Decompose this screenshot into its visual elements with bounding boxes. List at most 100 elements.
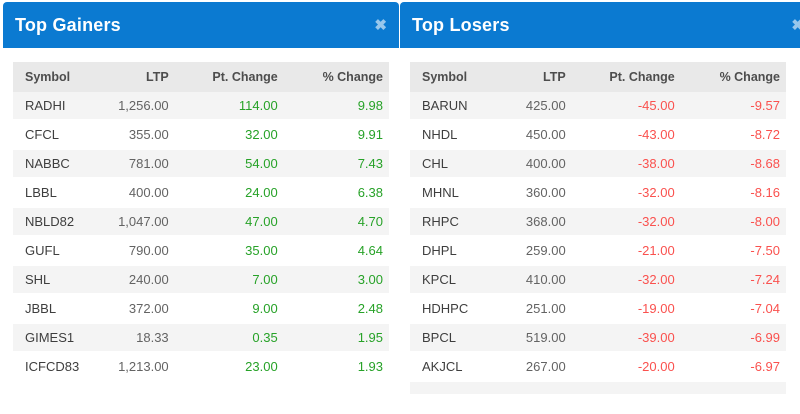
column-header-pt-change: Pt. Change [571, 62, 681, 92]
ltp-cell: 240.00 [103, 266, 175, 295]
pct-change-cell: -8.68 [680, 150, 786, 179]
symbol-cell: BPCL [410, 324, 501, 353]
pt-change-cell: -38.00 [571, 150, 681, 179]
pt-change-cell: -32.00 [571, 208, 681, 237]
table-row: JBBL 372.00 9.00 2.48 [13, 295, 389, 324]
pct-change-cell: 7.43 [283, 150, 389, 179]
table-row: SHL 240.00 7.00 3.00 [13, 266, 389, 295]
top-gainers-panel: Top Gainers ✖ Symbol LTP Pt. Change % Ch… [3, 2, 399, 382]
table-row: RADHI 1,256.00 114.00 9.98 [13, 92, 389, 121]
symbol-cell: CFCL [13, 121, 104, 150]
pct-change-cell: -7.24 [680, 266, 786, 295]
column-header-symbol: Symbol [410, 62, 501, 92]
symbol-cell: BARUN [410, 92, 501, 121]
table-row: MHNL 360.00 -32.00 -8.16 [410, 179, 786, 208]
pct-change-cell: -6.99 [680, 324, 786, 353]
pct-change-cell: 9.98 [283, 92, 389, 121]
table-row: CFCL 355.00 32.00 9.91 [13, 121, 389, 150]
ltp-cell: 1,256.00 [103, 92, 175, 121]
top-losers-panel: Top Losers ✖ Symbol LTP Pt. Change % Cha… [400, 2, 800, 394]
pt-change-cell: -32.00 [571, 179, 681, 208]
table-row: DHPL 259.00 -21.00 -7.50 [410, 237, 786, 266]
table-row: LBBL 400.00 24.00 6.38 [13, 179, 389, 208]
close-button[interactable]: ✖ [791, 18, 800, 33]
table-row: GIMES1 18.33 0.35 1.95 [13, 324, 389, 353]
ltp-cell: 790.00 [103, 237, 175, 266]
pt-change-cell: -43.00 [571, 121, 681, 150]
ltp-cell: 372.00 [103, 295, 175, 324]
pct-change-cell: 4.64 [283, 237, 389, 266]
ltp-cell: 355.00 [103, 121, 175, 150]
pct-change-cell: 1.95 [283, 324, 389, 353]
symbol-cell: AKJCL [410, 353, 501, 382]
pt-change-cell: 114.00 [174, 92, 284, 121]
table-row: CHL 400.00 -38.00 -8.68 [410, 150, 786, 179]
table-row: NBLD82 1,047.00 47.00 4.70 [13, 208, 389, 237]
ltp-cell: 400.00 [103, 179, 175, 208]
symbol-cell: NABBC [13, 150, 104, 179]
ltp-cell: 251.00 [500, 295, 572, 324]
table-row: AKJCL 267.00 -20.00 -6.97 [410, 353, 786, 382]
column-header-ltp: LTP [500, 62, 572, 92]
symbol-cell: GIMES1 [13, 324, 104, 353]
pt-change-cell: 24.00 [174, 179, 284, 208]
column-header-pct-change: % Change [680, 62, 786, 92]
pt-change-cell: 47.00 [174, 208, 284, 237]
top-losers-table: Symbol LTP Pt. Change % Change BARUN 425.… [410, 62, 800, 382]
ltp-cell: 781.00 [103, 150, 175, 179]
pt-change-cell: 0.35 [174, 324, 284, 353]
table-row: KPCL 410.00 -32.00 -7.24 [410, 266, 786, 295]
pct-change-cell: -9.57 [680, 92, 786, 121]
partial-next-row [410, 382, 786, 394]
pct-change-cell: -7.04 [680, 295, 786, 324]
table-row: HDHPC 251.00 -19.00 -7.04 [410, 295, 786, 324]
ltp-cell: 267.00 [500, 353, 572, 382]
pt-change-cell: -20.00 [571, 353, 681, 382]
close-icon: ✖ [374, 16, 387, 34]
top-losers-header: Top Losers ✖ [400, 2, 800, 48]
table-header-row: Symbol LTP Pt. Change % Change [13, 62, 389, 92]
pt-change-cell: 32.00 [174, 121, 284, 150]
pct-change-cell: 6.38 [283, 179, 389, 208]
symbol-cell: CHL [410, 150, 501, 179]
ltp-cell: 519.00 [500, 324, 572, 353]
close-button[interactable]: ✖ [374, 18, 387, 33]
panel-title: Top Gainers [15, 14, 121, 35]
pt-change-cell: -21.00 [571, 237, 681, 266]
pct-change-cell: -8.72 [680, 121, 786, 150]
close-icon: ✖ [791, 16, 800, 34]
pct-change-cell: 4.70 [283, 208, 389, 237]
symbol-cell: ICFCD83 [13, 353, 104, 382]
table-row: GUFL 790.00 35.00 4.64 [13, 237, 389, 266]
column-header-pct-change: % Change [283, 62, 389, 92]
table-row: BPCL 519.00 -39.00 -6.99 [410, 324, 786, 353]
top-gainers-header: Top Gainers ✖ [3, 2, 399, 48]
column-header-ltp: LTP [103, 62, 175, 92]
pt-change-cell: -32.00 [571, 266, 681, 295]
pt-change-cell: 9.00 [174, 295, 284, 324]
ltp-cell: 450.00 [500, 121, 572, 150]
pt-change-cell: -19.00 [571, 295, 681, 324]
table-row: NHDL 450.00 -43.00 -8.72 [410, 121, 786, 150]
ltp-cell: 1,047.00 [103, 208, 175, 237]
symbol-cell: NHDL [410, 121, 501, 150]
symbol-cell: LBBL [13, 179, 104, 208]
pct-change-cell: -6.97 [680, 353, 786, 382]
pct-change-cell: -8.00 [680, 208, 786, 237]
pct-change-cell: 9.91 [283, 121, 389, 150]
symbol-cell: DHPL [410, 237, 501, 266]
ltp-cell: 360.00 [500, 179, 572, 208]
pt-change-cell: 23.00 [174, 353, 284, 382]
symbol-cell: GUFL [13, 237, 104, 266]
pct-change-cell: 1.93 [283, 353, 389, 382]
pt-change-cell: 7.00 [174, 266, 284, 295]
symbol-cell: RHPC [410, 208, 501, 237]
symbol-cell: HDHPC [410, 295, 501, 324]
pct-change-cell: 3.00 [283, 266, 389, 295]
top-gainers-table: Symbol LTP Pt. Change % Change RADHI 1,25… [13, 62, 389, 382]
widgets-row: Top Gainers ✖ Symbol LTP Pt. Change % Ch… [3, 2, 800, 394]
table-row: RHPC 368.00 -32.00 -8.00 [410, 208, 786, 237]
ltp-cell: 259.00 [500, 237, 572, 266]
column-header-pt-change: Pt. Change [174, 62, 284, 92]
table-row: NABBC 781.00 54.00 7.43 [13, 150, 389, 179]
